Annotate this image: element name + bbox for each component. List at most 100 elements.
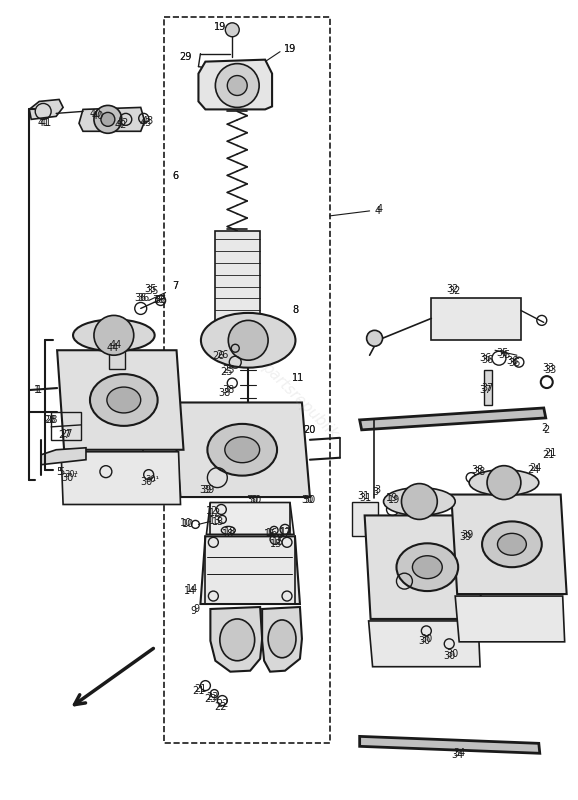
Text: 10: 10 [183, 519, 195, 530]
Text: 7: 7 [172, 281, 179, 290]
Text: 42: 42 [114, 120, 127, 130]
Text: 3: 3 [372, 486, 379, 497]
Ellipse shape [413, 556, 442, 578]
Text: 35: 35 [497, 348, 509, 358]
Ellipse shape [225, 437, 260, 462]
Text: 37: 37 [481, 383, 493, 393]
Text: 19: 19 [214, 22, 227, 32]
Text: 1: 1 [36, 385, 42, 395]
Text: partsrepublik: partsrepublik [260, 359, 342, 441]
Text: 36: 36 [135, 294, 147, 303]
Text: 8: 8 [292, 306, 298, 315]
Bar [51, 412, 81, 440]
Text: 11: 11 [292, 373, 304, 383]
Text: 29: 29 [179, 52, 192, 62]
Ellipse shape [220, 619, 255, 661]
Text: 19: 19 [284, 44, 296, 54]
Polygon shape [210, 607, 262, 672]
Text: 12: 12 [206, 506, 218, 517]
Text: 44: 44 [107, 343, 119, 354]
Text: 41: 41 [40, 118, 52, 128]
Text: 30: 30 [443, 650, 455, 661]
Text: 36: 36 [481, 355, 493, 365]
Ellipse shape [107, 387, 140, 413]
Text: 31: 31 [358, 490, 370, 501]
Text: 22: 22 [214, 702, 227, 711]
Text: 9: 9 [194, 604, 199, 614]
Text: 4: 4 [376, 204, 383, 214]
Text: 39: 39 [459, 532, 471, 542]
Text: 20: 20 [303, 425, 316, 435]
Polygon shape [79, 107, 144, 131]
Text: 23: 23 [206, 691, 218, 702]
Circle shape [228, 320, 268, 360]
Bar [164, 17, 330, 743]
Text: 18: 18 [224, 527, 236, 538]
Text: 30¹: 30¹ [140, 477, 157, 486]
Text: 30: 30 [302, 494, 314, 505]
Text: 24: 24 [528, 465, 540, 474]
Text: 21: 21 [543, 450, 555, 460]
Ellipse shape [482, 522, 542, 567]
Text: 36: 36 [509, 358, 521, 368]
Text: 41: 41 [38, 118, 50, 128]
Text: 36: 36 [154, 295, 166, 306]
Ellipse shape [201, 313, 295, 368]
Text: 38: 38 [222, 385, 235, 395]
Text: 5: 5 [58, 466, 64, 477]
Text: 30¹: 30¹ [64, 470, 78, 479]
Text: 17: 17 [279, 528, 291, 538]
Text: 38: 38 [218, 388, 231, 398]
Polygon shape [198, 60, 272, 110]
Text: 6: 6 [172, 171, 179, 181]
Ellipse shape [268, 620, 296, 658]
Text: 30: 30 [249, 494, 261, 505]
Text: 39: 39 [461, 530, 473, 540]
Bar [351, 502, 377, 536]
Text: 35: 35 [144, 283, 157, 294]
Text: 26: 26 [216, 350, 228, 360]
Text: 26: 26 [212, 351, 224, 362]
Polygon shape [451, 494, 566, 594]
Text: 36: 36 [479, 354, 491, 363]
Text: 1: 1 [34, 385, 40, 395]
Ellipse shape [498, 534, 527, 555]
Text: 16: 16 [264, 530, 276, 539]
Text: 25: 25 [220, 367, 232, 377]
Circle shape [94, 315, 134, 355]
Ellipse shape [208, 424, 277, 476]
Text: 34: 34 [453, 748, 465, 758]
Circle shape [101, 112, 115, 126]
Text: 21: 21 [544, 448, 557, 458]
Polygon shape [41, 448, 86, 465]
Bar [216, 231, 260, 330]
Polygon shape [360, 408, 546, 430]
Circle shape [227, 75, 247, 95]
Text: 36: 36 [138, 294, 150, 303]
Text: 25: 25 [222, 365, 235, 375]
Text: 33: 33 [543, 363, 555, 373]
Bar [484, 370, 492, 405]
Ellipse shape [469, 470, 539, 495]
Polygon shape [365, 515, 482, 619]
Text: 14: 14 [186, 584, 199, 594]
Circle shape [402, 483, 438, 519]
Text: 32: 32 [446, 283, 458, 294]
Polygon shape [61, 452, 180, 505]
Polygon shape [360, 736, 540, 754]
Text: 16: 16 [266, 528, 278, 538]
Polygon shape [57, 350, 183, 450]
Ellipse shape [384, 487, 455, 515]
Text: 5: 5 [56, 466, 62, 477]
Text: 9: 9 [190, 606, 197, 616]
Text: 13: 13 [209, 517, 221, 526]
Text: 30: 30 [446, 649, 458, 658]
Text: 30: 30 [420, 634, 432, 644]
Text: 39: 39 [199, 485, 212, 494]
Bar [109, 324, 125, 369]
Text: 30¹: 30¹ [61, 473, 77, 482]
Text: 20: 20 [303, 425, 316, 435]
Text: 32: 32 [448, 286, 461, 295]
Text: 44: 44 [110, 340, 122, 350]
Text: 12: 12 [209, 509, 221, 518]
